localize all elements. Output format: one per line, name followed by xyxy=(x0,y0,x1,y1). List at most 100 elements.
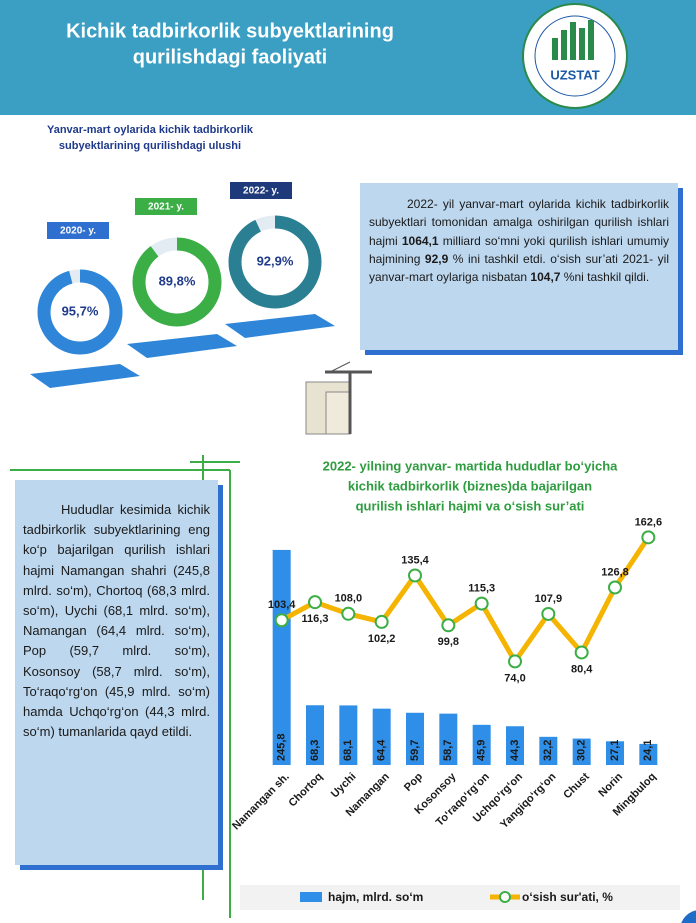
section-title: subyektlarining qurilishdagi ulushi xyxy=(59,140,241,152)
legend-swatch xyxy=(300,892,322,902)
line-value-label: 103,4 xyxy=(268,599,296,611)
ring-label: 95,7% xyxy=(62,303,99,318)
line-marker xyxy=(608,580,622,595)
line-value-label: 102,2 xyxy=(368,633,396,645)
bar xyxy=(472,724,491,765)
year-tag xyxy=(230,182,292,199)
summary-text: % ini tashkil etdi. o‘sish sur’ati 2021-… xyxy=(369,251,669,285)
legend-label: o‘sish sur'ati, % xyxy=(522,890,613,904)
bar xyxy=(372,708,391,765)
line-marker xyxy=(541,606,556,621)
bar xyxy=(339,705,358,765)
bar xyxy=(572,738,591,765)
header-title: Kichik tadbirkorlik subyektlarining xyxy=(66,20,394,42)
x-tick-label: Pop xyxy=(402,770,425,793)
bar xyxy=(272,549,291,765)
bar-value-label: 68,1 xyxy=(342,740,354,761)
regions-box: Hududlar kesimida kichik tadbirkorlik su… xyxy=(15,480,218,865)
platform xyxy=(127,334,237,358)
bar-value-label: 24,1 xyxy=(642,740,654,761)
x-tick-label: Uychi xyxy=(329,771,359,801)
ring-label: 92,9% xyxy=(257,253,294,268)
bar xyxy=(406,712,424,765)
legend-label: hajm, mlrd. so‘m xyxy=(328,890,423,904)
line-value-label: 115,3 xyxy=(468,582,495,594)
bar xyxy=(506,726,524,765)
chart-title: kichik tadbirkorlik (biznes)da bajarilga… xyxy=(348,478,592,493)
bar-value-label: 64,4 xyxy=(376,739,388,761)
line-marker xyxy=(441,618,456,633)
line-value-label: 126,8 xyxy=(601,566,629,578)
year-tag xyxy=(47,222,109,239)
line-marker xyxy=(408,568,422,583)
bar xyxy=(439,713,458,765)
line-marker xyxy=(474,596,489,611)
line-marker xyxy=(374,614,389,629)
line-value-label: 108,0 xyxy=(335,593,363,605)
line-value-label: 74,0 xyxy=(504,672,525,684)
line-marker xyxy=(308,595,322,610)
ring-label: 89,8% xyxy=(159,273,196,288)
logo-bar xyxy=(570,22,576,60)
bar-value-label: 32,2 xyxy=(542,740,554,761)
logo-bar xyxy=(588,20,594,60)
summary-text: 2022- yil yanvar-mart oylarida kichik ta… xyxy=(369,197,669,248)
x-tick-label: Norin xyxy=(596,771,625,800)
legend-swatch xyxy=(499,891,511,903)
summary-text: %ni tashkil qildi. xyxy=(560,270,650,285)
header-title: qurilishdagi faoliyati xyxy=(133,46,327,68)
ring-arc xyxy=(228,215,322,309)
summary-text: milliard so‘mni yoki qurilish ishlari um… xyxy=(369,233,669,266)
ring-arc xyxy=(132,237,222,327)
bar-value-label: 30,2 xyxy=(576,740,588,761)
year-label: 2022- y. xyxy=(243,186,279,197)
logo-bar xyxy=(561,30,567,60)
platform xyxy=(225,314,335,338)
summary-figure: 92,9 xyxy=(424,251,449,266)
line-marker xyxy=(508,654,522,669)
bar-value-label: 68,3 xyxy=(309,740,321,761)
line-value-label: 135,4 xyxy=(401,554,429,566)
logo-ring xyxy=(534,15,616,97)
chart-title: 2022- yilning yanvar- martida hududlar b… xyxy=(323,458,619,473)
bar xyxy=(306,705,324,765)
x-tick-label: Chortoq xyxy=(286,771,325,810)
line-marker xyxy=(574,645,589,660)
logo-bar xyxy=(579,28,585,60)
summary-box: 2022- yil yanvar-mart oylarida kichik ta… xyxy=(360,183,678,350)
year-label: 2020- y. xyxy=(60,226,96,237)
bar xyxy=(606,741,624,765)
bar-value-label: 45,9 xyxy=(476,740,488,761)
line-marker xyxy=(641,530,656,545)
summary-figure: 1064,1 xyxy=(401,233,439,248)
section-title: Yanvar-mart oylarida kichik tadbirkorlik xyxy=(47,124,254,136)
page-badge xyxy=(681,910,696,923)
chart-title: qurilish ishlari hajmi va o‘sish sur’ati xyxy=(356,498,585,513)
year-tag xyxy=(135,198,197,215)
bar-value-label: 44,3 xyxy=(509,740,521,761)
bar-value-label: 58,7 xyxy=(442,740,454,761)
logo-bar xyxy=(552,38,558,60)
line-value-label: 80,4 xyxy=(571,663,593,675)
line-marker xyxy=(274,613,289,628)
x-tick-label: Chust xyxy=(561,770,592,801)
line-marker xyxy=(341,606,356,621)
crane-icon xyxy=(305,361,372,435)
bar xyxy=(639,743,658,765)
platform xyxy=(30,364,140,388)
logo-text: UZSTAT xyxy=(550,67,599,82)
line-value-label: 99,8 xyxy=(438,636,459,648)
summary-figure: 104,7 xyxy=(530,270,561,285)
bar-value-label: 245,8 xyxy=(276,733,288,761)
year-label: 2021- y. xyxy=(148,202,184,213)
ring-arc xyxy=(37,269,123,355)
bar xyxy=(539,736,558,765)
bar-value-label: 27,1 xyxy=(609,740,621,761)
line-value-label: 107,9 xyxy=(535,593,563,605)
line-value-label: 162,6 xyxy=(635,516,663,528)
regions-text: Hududlar kesimida kichik tadbirkorlik su… xyxy=(23,502,210,740)
bar-value-label: 59,7 xyxy=(409,740,421,761)
line-value-label: 116,3 xyxy=(302,613,329,625)
